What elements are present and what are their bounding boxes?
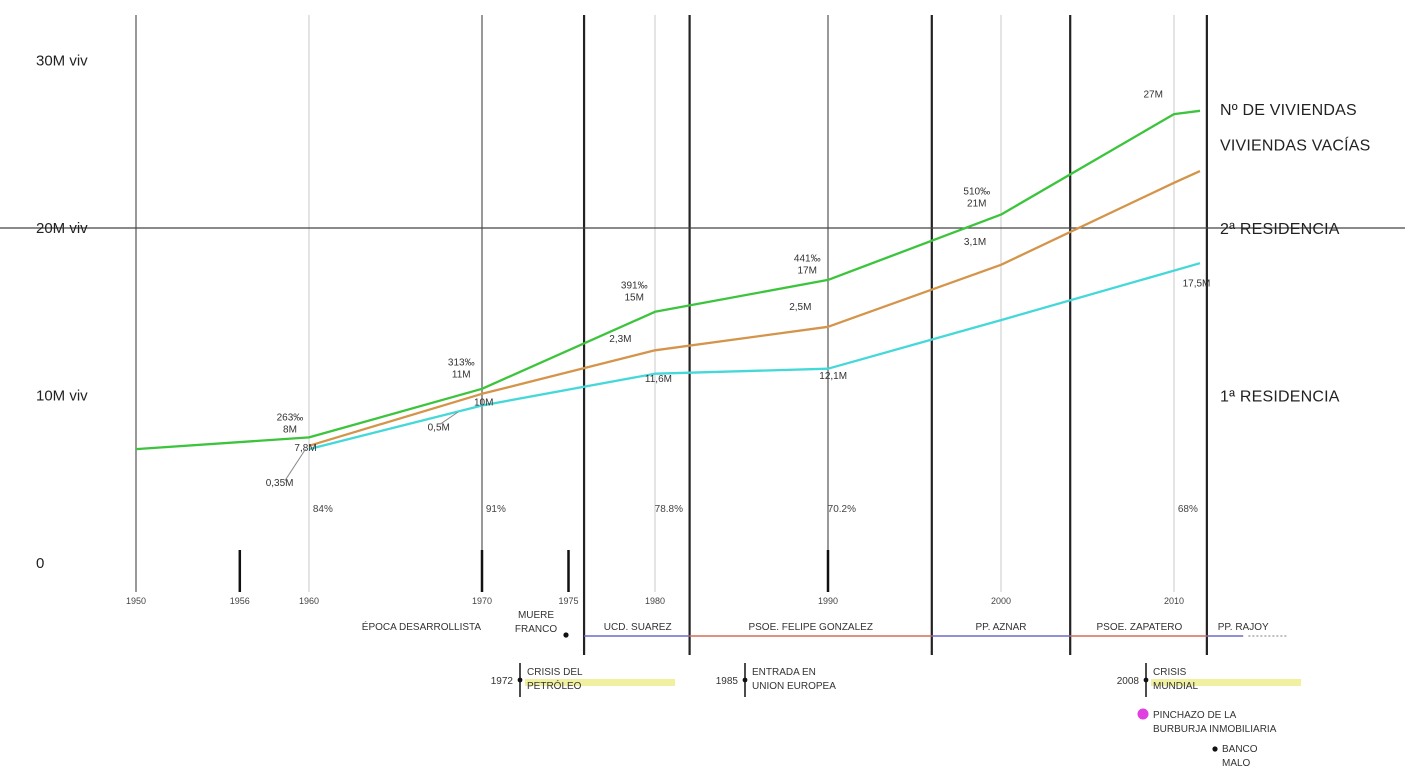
data-label: 8M bbox=[283, 425, 297, 436]
data-label: 263‰ bbox=[277, 413, 304, 424]
event-dot bbox=[742, 677, 748, 683]
data-label: 441‰ bbox=[794, 254, 821, 265]
data-label: 2,5M bbox=[789, 302, 811, 313]
data-label: 7,8M bbox=[294, 443, 316, 454]
data-label: 17,5M bbox=[1183, 279, 1211, 290]
x-tick-label: 2000 bbox=[991, 596, 1011, 606]
period-label: PSOE. ZAPATERO bbox=[1097, 622, 1183, 633]
event-label: FRANCO bbox=[515, 624, 557, 635]
labels-layer: 0 10M viv 20M viv 30M viv Nº DE VIVIENDAS VIV… bbox=[36, 53, 1371, 607]
period-label: UCD. SUAREZ bbox=[604, 622, 672, 633]
event-year: 1972 bbox=[491, 676, 514, 687]
leader-line bbox=[284, 448, 306, 482]
event-label: BURBURJA INMOBILIARIA bbox=[1153, 724, 1277, 735]
percent-label: 70.2% bbox=[828, 504, 856, 515]
data-label: 391‰ bbox=[621, 280, 648, 291]
data-label: 510‰ bbox=[963, 187, 990, 198]
x-tick-label: 1956 bbox=[230, 596, 250, 606]
x-tick-label: 1990 bbox=[818, 596, 838, 606]
series-line-secondary bbox=[308, 170, 1201, 447]
data-label: 11,6M bbox=[645, 374, 672, 385]
x-tick-label: 1980 bbox=[645, 596, 665, 606]
grid-layer bbox=[0, 15, 1405, 655]
y-tick-label: 0 bbox=[36, 555, 44, 572]
data-label: 17M bbox=[798, 266, 817, 277]
data-label: 3,1M bbox=[964, 237, 986, 248]
event-label: PETRÓLEO bbox=[527, 679, 582, 692]
series-label: 1ª RESIDENCIA bbox=[1220, 389, 1340, 406]
event-label: UNION EUROPEA bbox=[752, 681, 836, 692]
event-label: PINCHAZO DE LA bbox=[1153, 710, 1237, 721]
x-tick-label: 1950 bbox=[126, 596, 146, 606]
series-line-primary bbox=[308, 262, 1201, 451]
x-tick-label: 1970 bbox=[472, 596, 492, 606]
series-label: Nº DE VIVIENDAS bbox=[1220, 102, 1357, 119]
event-label: BANCO bbox=[1222, 744, 1258, 755]
data-label: 11M bbox=[452, 369, 471, 380]
event-dot bbox=[517, 677, 523, 683]
period-label: PP. AZNAR bbox=[976, 622, 1027, 633]
x-tick-label: 2010 bbox=[1164, 596, 1184, 606]
data-label: 21M bbox=[967, 199, 986, 210]
event-label: MALO bbox=[1222, 758, 1251, 769]
series-label: 2ª RESIDENCIA bbox=[1220, 221, 1340, 238]
period-label: PP. RAJOY bbox=[1218, 622, 1269, 633]
event-dot bbox=[1212, 746, 1218, 752]
y-tick-label: 20M viv bbox=[36, 220, 88, 237]
event-dot bbox=[1143, 677, 1149, 683]
series-line-total bbox=[135, 109, 1201, 451]
event-label: CRISIS DEL bbox=[527, 667, 583, 678]
x-tick-label: 1960 bbox=[299, 596, 319, 606]
event-label: MUNDIAL bbox=[1153, 681, 1198, 692]
event-dot bbox=[563, 632, 569, 638]
event-year: 2008 bbox=[1117, 676, 1140, 687]
data-label: 2,3M bbox=[609, 334, 631, 345]
data-label: 27M bbox=[1144, 89, 1163, 100]
data-label: 12,1M bbox=[819, 371, 847, 382]
timeline-layer: ÉPOCA DESARROLLISTA UCD. SUAREZ PSOE. FELI… bbox=[362, 610, 1301, 769]
data-label: 313‰ bbox=[448, 357, 475, 368]
event-highlight bbox=[525, 679, 675, 686]
data-label: 0,5M bbox=[428, 423, 450, 434]
event-dot-pink bbox=[1137, 708, 1149, 720]
event-year: 1985 bbox=[716, 676, 739, 687]
x-tick-label: 1975 bbox=[558, 596, 578, 606]
y-tick-label: 10M viv bbox=[36, 388, 88, 405]
period-label: ÉPOCA DESARROLLISTA bbox=[362, 620, 482, 633]
event-label: CRISIS bbox=[1153, 667, 1187, 678]
data-label: 10M bbox=[474, 398, 493, 409]
data-label: 0,35M bbox=[266, 478, 294, 489]
event-label: MUERE bbox=[518, 610, 554, 621]
percent-label: 84% bbox=[313, 504, 333, 515]
leader-line bbox=[440, 411, 459, 425]
event-label: ENTRADA EN bbox=[752, 667, 816, 678]
series-layer bbox=[135, 109, 1201, 451]
event-highlight bbox=[1151, 679, 1301, 686]
period-label: PSOE. FELIPE GONZALEZ bbox=[748, 622, 872, 633]
percent-label: 68% bbox=[1178, 504, 1198, 515]
percent-label: 78.8% bbox=[655, 504, 683, 515]
y-tick-label: 30M viv bbox=[36, 53, 88, 70]
series-label: VIVIENDAS VACÍAS bbox=[1220, 135, 1371, 154]
percent-label: 91% bbox=[486, 504, 506, 515]
data-label: 15M bbox=[625, 292, 644, 303]
